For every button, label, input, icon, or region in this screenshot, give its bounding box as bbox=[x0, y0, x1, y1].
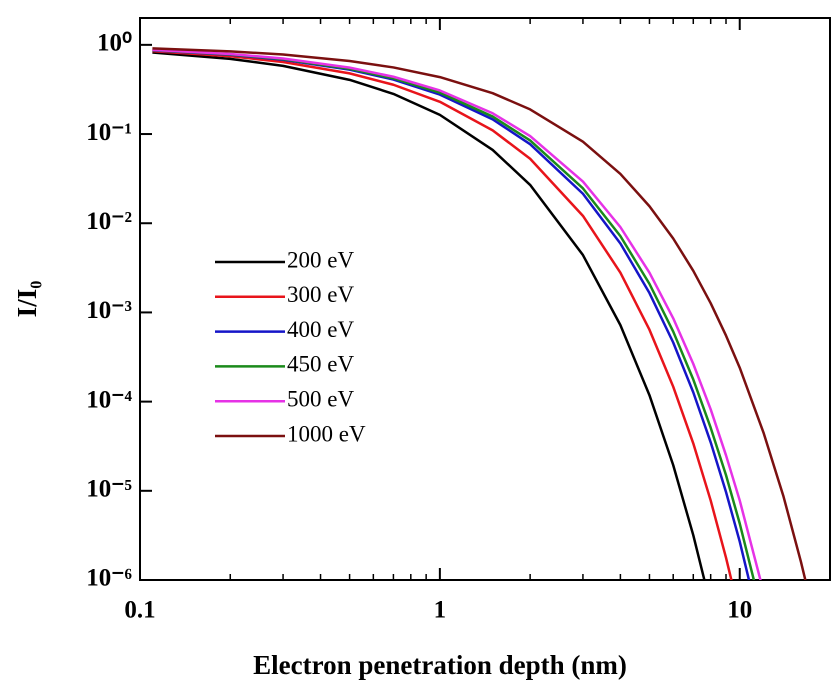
legend-label: 500 eV bbox=[287, 386, 354, 411]
y-tick-label: 10⁻² bbox=[86, 208, 132, 235]
series-line bbox=[152, 49, 733, 580]
plot-frame bbox=[139, 17, 831, 581]
y-tick-label: 10⁻¹ bbox=[86, 119, 132, 146]
series-line bbox=[152, 51, 706, 580]
x-axis-label: Electron penetration depth (nm) bbox=[253, 650, 627, 680]
series-line bbox=[152, 48, 756, 580]
y-tick-label: 10⁻⁵ bbox=[86, 476, 132, 503]
curves bbox=[152, 47, 807, 580]
x-tick-label: 10 bbox=[727, 597, 752, 624]
x-tick-label: 0.1 bbox=[124, 597, 155, 624]
legend-label: 400 eV bbox=[287, 317, 354, 342]
legend-label: 450 eV bbox=[287, 352, 354, 377]
legend-label: 1000 eV bbox=[287, 421, 366, 446]
y-tick-label: 10⁰ bbox=[97, 30, 132, 57]
y-tick-label: 10⁻⁶ bbox=[86, 565, 132, 592]
legend-label: 200 eV bbox=[287, 247, 354, 272]
series-line bbox=[152, 48, 762, 580]
x-tick-label: 1 bbox=[434, 597, 447, 624]
y-axis-label: I/I₀ bbox=[12, 281, 42, 318]
y-tick-label: 10⁻³ bbox=[86, 297, 132, 324]
series-line bbox=[152, 49, 751, 580]
legend-label: 300 eV bbox=[287, 282, 354, 307]
y-tick-label: 10⁻⁴ bbox=[86, 386, 132, 413]
series-line bbox=[152, 47, 807, 580]
